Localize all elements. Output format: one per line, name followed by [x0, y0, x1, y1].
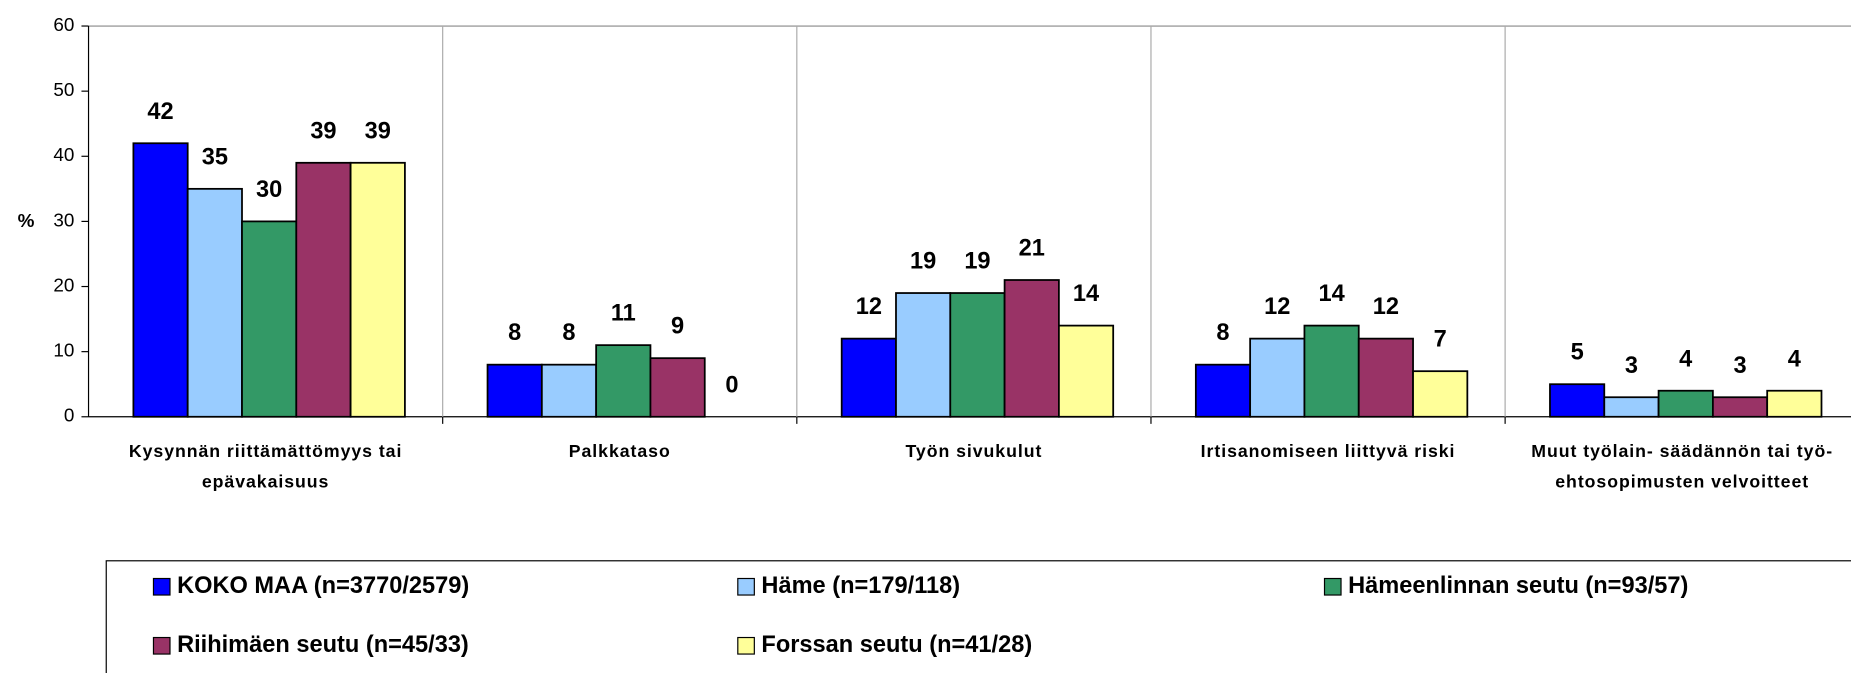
x-tick-label: Palkkataso — [568, 441, 671, 462]
legend-swatch — [737, 577, 755, 596]
bar — [1657, 389, 1714, 418]
bar — [595, 344, 652, 418]
bar — [1194, 363, 1252, 418]
legend-label: KOKO MAA (n=3770/2579) — [177, 573, 469, 599]
data-label: 7 — [1434, 327, 1447, 353]
x-tick-label: Työn sivukulut — [905, 441, 1043, 462]
bar — [186, 187, 243, 418]
y-tick-label: 40 — [53, 145, 74, 166]
bar — [895, 292, 952, 418]
x-tick-label: Muut työlain- säädännön tai työ- ehtosop… — [1531, 441, 1834, 493]
y-tick-label: 50 — [53, 80, 74, 101]
bar — [1603, 396, 1660, 418]
data-label: 0 — [725, 372, 738, 398]
bar — [1711, 396, 1769, 418]
y-tick-label: 20 — [53, 276, 74, 297]
legend-label: Häme (n=179/118) — [761, 573, 960, 599]
category-label-box: Työn sivukulut — [905, 441, 1043, 462]
bar — [540, 363, 598, 418]
data-label: 11 — [611, 301, 636, 327]
x-tick-label: Kysynnän riittämättömyys tai epävakaisuu… — [128, 441, 403, 493]
bar — [840, 337, 897, 418]
legend-swatch — [152, 636, 171, 655]
legend-label: Forssan seutu (n=41/28) — [761, 632, 1032, 658]
data-label: 39 — [365, 118, 391, 144]
bar — [1549, 383, 1606, 418]
data-label: 8 — [562, 320, 575, 346]
data-label: 14 — [1073, 281, 1099, 307]
bar — [1357, 337, 1414, 418]
data-label: 12 — [856, 294, 882, 320]
bar — [1003, 279, 1060, 418]
data-label: 14 — [1318, 281, 1344, 307]
category-label-box: Kysynnän riittämättömyys tai epävakaisuu… — [128, 441, 403, 493]
legend-swatch — [737, 636, 755, 655]
data-label: 4 — [1679, 346, 1692, 372]
bar — [1412, 370, 1469, 418]
data-label: 35 — [202, 144, 228, 170]
y-tick-label: 30 — [53, 210, 74, 231]
data-label: 9 — [671, 314, 684, 340]
bar — [486, 363, 543, 418]
legend-swatch — [1323, 577, 1342, 596]
x-tick-label: Irtisanomiseen liittyvä riski — [1200, 441, 1456, 462]
bar — [241, 220, 298, 418]
y-axis-label: % — [18, 211, 35, 232]
data-label: 39 — [310, 118, 336, 144]
y-tick-label: 10 — [53, 341, 74, 362]
data-label: 19 — [910, 249, 936, 275]
data-label: 12 — [1373, 294, 1399, 320]
legend-box — [105, 560, 1851, 673]
y-tick-label: 0 — [64, 406, 75, 427]
bar — [1766, 389, 1823, 418]
category-label-box: Muut työlain- säädännön tai työ- ehtosop… — [1531, 441, 1834, 493]
data-label: 5 — [1571, 340, 1584, 366]
category-label-box: Palkkataso — [568, 441, 671, 462]
legend-label: Riihimäen seutu (n=45/33) — [177, 632, 469, 658]
bar — [295, 161, 352, 418]
bar — [949, 292, 1006, 418]
data-label: 30 — [256, 177, 282, 203]
legend-swatch — [152, 577, 171, 596]
data-label: 8 — [508, 320, 521, 346]
data-label: 12 — [1264, 294, 1290, 320]
category-label-box: Irtisanomiseen liittyvä riski — [1200, 441, 1456, 462]
bar — [1058, 324, 1115, 418]
bar — [1303, 324, 1360, 418]
data-label: 3 — [1733, 353, 1746, 379]
bar — [349, 161, 406, 418]
y-tick-label: 60 — [53, 15, 74, 36]
data-label: 3 — [1625, 353, 1638, 379]
legend-label: Hämeenlinnan seutu (n=93/57) — [1348, 573, 1688, 599]
data-label: 8 — [1216, 320, 1229, 346]
data-label: 42 — [147, 99, 173, 125]
data-label: 19 — [964, 249, 990, 275]
bar — [649, 357, 706, 418]
data-label: 21 — [1019, 236, 1045, 262]
bar — [132, 142, 189, 418]
bar — [1249, 337, 1306, 418]
data-label: 4 — [1788, 346, 1801, 372]
